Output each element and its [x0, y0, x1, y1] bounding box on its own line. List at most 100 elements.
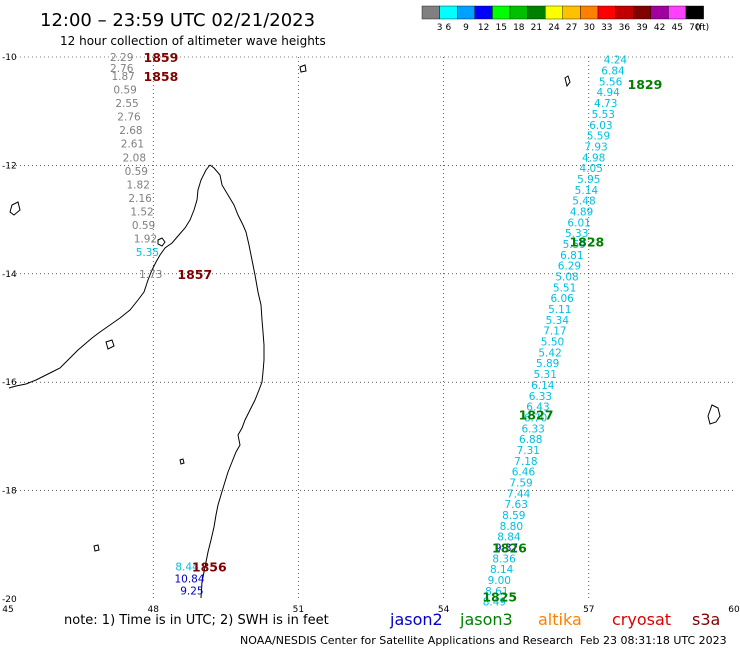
swh-value: 5.50 [541, 337, 564, 349]
swh-value: 6.81 [560, 250, 583, 262]
swh-value: 6.01 [567, 217, 590, 229]
swh-value: 1.87 [111, 71, 134, 83]
legend-label: 70 [689, 23, 701, 33]
legend-swatch [562, 5, 581, 20]
track-s3a: 2.292.761.870.592.552.762.682.612.080.59… [110, 50, 227, 597]
swh-value: 6.14 [531, 380, 555, 392]
swh-value: 5.89 [536, 358, 559, 370]
swh-value: 2.76 [117, 112, 141, 124]
lat-tick-label: -16 [2, 378, 17, 388]
swh-value: 5.59 [587, 131, 610, 143]
islet-west [9, 201, 21, 216]
swh-value: 7.31 [517, 445, 540, 457]
swh-value: 2.76 [110, 63, 134, 75]
islet-north [157, 237, 166, 247]
swh-value: 7.63 [505, 499, 528, 511]
swh-value: 5.14 [575, 185, 599, 197]
axis-labels: 45 48 51 54 57 60 -10 -12 -14 -16 -18 -20 [2, 53, 740, 615]
swh-value: 7.17 [543, 326, 566, 338]
swh-value: 6.43 [526, 402, 549, 414]
swh-value: 9.25 [180, 585, 203, 597]
swh-value: 6.06 [550, 293, 574, 305]
swh-value: 8.84 [497, 532, 521, 544]
swh-value: 6.70 [524, 412, 547, 424]
swh-value: 5.48 [572, 196, 595, 208]
swh-value: 8.36 [492, 553, 516, 565]
wave-height-color-legend: 3 6 9 12 15 18 21 24 27 30 33 36 39 42 45 70(ft) [421, 5, 710, 33]
legend-label: 9 [463, 23, 469, 33]
lat-tick-label: -10 [2, 53, 17, 63]
swh-value: 5.11 [548, 304, 571, 316]
footer-note: note: 1) Time is in UTC; 2) SWH is in fe… [64, 613, 329, 628]
legend-swatch [492, 5, 511, 20]
legend-label: 15 [495, 23, 506, 33]
legend-label: 27 [566, 23, 577, 33]
swh-value: 4.24 [604, 55, 628, 67]
swh-value: 8.14 [490, 564, 514, 576]
pass-time-label: 1826 [492, 541, 527, 556]
satellite-legend-jason2: jason2 [389, 610, 443, 629]
lat-tick-label: -12 [2, 161, 17, 171]
swh-value: 8.44 [175, 561, 199, 573]
swh-value: 5.59 [563, 239, 586, 251]
swh-value: 1.92 [134, 234, 157, 246]
legend-label: 3 [437, 23, 443, 33]
legend-label: 36 [619, 23, 631, 33]
swh-value: 8.49 [483, 597, 506, 609]
map-title: 12:00 – 23:59 UTC 02/21/2023 [40, 10, 315, 31]
small-island-mid [179, 458, 185, 465]
swh-value: 4.73 [594, 98, 617, 110]
legend-label: 30 [583, 23, 595, 33]
pass-time-label: 1856 [192, 559, 227, 574]
pass-time-label: 1825 [482, 589, 517, 604]
swh-value: 1.52 [130, 206, 153, 218]
swh-value: 6.33 [529, 391, 552, 403]
lon-tick-label: 51 [293, 605, 304, 615]
swh-value: 5.35 [136, 247, 159, 259]
lat-tick-label: -14 [2, 270, 17, 280]
credit-line: NOAA/NESDIS Center for Satellite Applica… [240, 634, 573, 647]
pass-time-label: 1827 [519, 408, 554, 423]
mauritius-coastline [707, 404, 721, 425]
legend-label: 24 [548, 23, 560, 33]
lon-tick-label: 57 [583, 605, 594, 615]
lon-tick-label: 60 [728, 605, 740, 615]
swh-value: 2.08 [123, 152, 146, 164]
islet-west-2 [105, 339, 115, 350]
swh-value: 10.84 [174, 573, 204, 585]
swh-value: 6.84 [601, 66, 625, 78]
swh-value: 2.16 [128, 193, 152, 205]
swh-value: 4.94 [596, 87, 620, 99]
legend-swatch [650, 5, 669, 20]
pass-time-label: 1859 [144, 50, 179, 65]
swh-value: 2.68 [119, 125, 142, 137]
legend-swatch [668, 5, 687, 20]
legend-label: 12 [478, 23, 489, 33]
lon-tick-label: 48 [147, 605, 159, 615]
swh-value: 5.42 [538, 347, 561, 359]
swh-value: 6.33 [521, 423, 544, 435]
satellite-legend-jason3: jason3 [459, 610, 513, 629]
small-island-south [93, 544, 100, 552]
swh-value: 0.59 [132, 220, 155, 232]
swh-value: 4.89 [570, 206, 593, 218]
pass-time-label: 1858 [144, 69, 179, 84]
timestamp: Feb 23 08:31:18 UTC 2023 [580, 634, 727, 647]
small-island-northeast [564, 75, 571, 88]
swh-value: 5.51 [553, 282, 576, 294]
swh-value: 2.55 [115, 98, 138, 110]
small-island-north [299, 64, 307, 73]
swh-value: 5.31 [534, 369, 557, 381]
legend-unit: (ft) [696, 23, 710, 33]
coastlines [8, 64, 721, 599]
swh-value: 4.05 [580, 163, 603, 175]
swh-value: 5.08 [555, 272, 578, 284]
swh-value: 6.88 [519, 434, 542, 446]
swh-value: 8.61 [485, 586, 508, 598]
swh-value: 9.00 [488, 575, 511, 587]
legend-swatch [527, 5, 546, 20]
legend-swatch [474, 5, 493, 20]
legend-swatch [633, 5, 652, 20]
swh-value: 5.95 [577, 174, 600, 186]
